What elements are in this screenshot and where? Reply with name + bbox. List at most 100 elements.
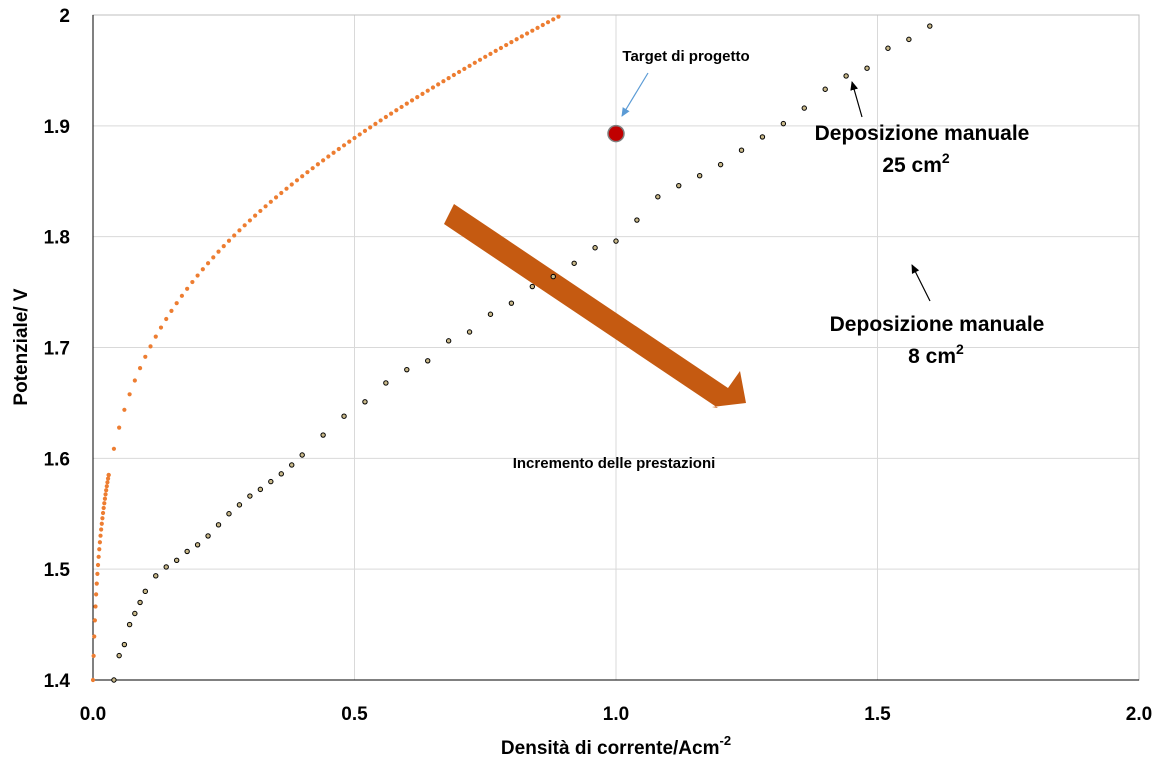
data-point-8cm2 (99, 521, 104, 526)
data-point-8cm2 (253, 213, 258, 218)
data-point-8cm2 (399, 104, 404, 110)
data-point-8cm2 (105, 480, 110, 485)
data-point-25cm2 (613, 238, 619, 244)
series-25-label-line1: Deposizione manuale (815, 122, 1030, 145)
data-point-8cm2 (331, 150, 336, 155)
data-point-8cm2 (174, 301, 179, 306)
data-point-25cm2 (822, 86, 828, 92)
data-point-8cm2 (289, 182, 294, 187)
target-label: Target di progetto (622, 48, 749, 65)
data-point-25cm2 (121, 641, 128, 648)
data-point-8cm2 (451, 72, 456, 78)
data-point-8cm2 (137, 366, 143, 371)
data-point-8cm2 (93, 604, 98, 609)
y-axis-title: Potenziale/ V (11, 288, 32, 406)
data-point-8cm2 (101, 505, 106, 511)
data-point-25cm2 (717, 161, 724, 168)
data-point-25cm2 (676, 182, 682, 189)
data-point-8cm2 (268, 199, 273, 204)
data-point-8cm2 (394, 108, 399, 113)
data-point-8cm2 (383, 114, 388, 120)
data-point-25cm2 (550, 273, 556, 280)
series-8-area-superscript: 2 (956, 341, 964, 357)
data-point-8cm2 (294, 178, 300, 183)
series-8-label-line2: 8 cm2 (908, 341, 964, 368)
data-point-25cm2 (137, 599, 143, 606)
data-point-8cm2 (102, 501, 107, 506)
data-point-8cm2 (263, 204, 268, 209)
data-point-8cm2 (436, 82, 441, 87)
data-point-8cm2 (143, 354, 148, 359)
data-point-8cm2 (247, 218, 252, 223)
series-8cm2 (90, 14, 561, 683)
data-point-25cm2 (466, 329, 473, 335)
data-point-25cm2 (173, 557, 180, 563)
data-point-25cm2 (226, 511, 232, 517)
data-point-8cm2 (404, 101, 409, 106)
data-point-8cm2 (273, 195, 279, 200)
data-point-8cm2 (97, 547, 102, 552)
data-point-25cm2 (126, 621, 133, 628)
data-point-8cm2 (99, 527, 104, 532)
data-point-25cm2 (864, 65, 870, 71)
data-point-8cm2 (164, 316, 169, 322)
data-point-8cm2 (341, 143, 347, 148)
data-point-25cm2 (801, 105, 807, 111)
data-point-8cm2 (90, 677, 96, 683)
data-point-8cm2 (357, 132, 362, 137)
y-tick-label: 1.8 (44, 228, 70, 249)
data-point-25cm2 (215, 522, 222, 528)
data-point-8cm2 (104, 488, 109, 493)
data-point-8cm2 (92, 634, 97, 639)
data-point-8cm2 (373, 121, 378, 126)
data-point-8cm2 (430, 85, 436, 90)
series-25-area-superscript: 2 (942, 150, 950, 166)
x-tick-label: 0.5 (341, 704, 368, 725)
data-point-8cm2 (514, 37, 519, 42)
data-point-8cm2 (509, 40, 514, 45)
y-tick-label: 1.5 (44, 560, 71, 581)
data-point-8cm2 (242, 223, 247, 228)
data-point-25cm2 (257, 486, 264, 493)
data-point-8cm2 (258, 208, 263, 214)
data-point-8cm2 (425, 88, 430, 93)
data-point-8cm2 (226, 238, 232, 243)
data-point-8cm2 (102, 496, 108, 501)
data-point-8cm2 (326, 154, 331, 159)
data-point-8cm2 (95, 571, 100, 576)
y-tick-label: 1.6 (44, 449, 70, 470)
data-point-25cm2 (759, 134, 766, 140)
data-point-25cm2 (278, 471, 284, 477)
data-point-8cm2 (347, 139, 352, 144)
data-point-8cm2 (94, 592, 99, 597)
data-point-25cm2 (906, 36, 912, 43)
target-callout-arrow (621, 72, 649, 117)
data-point-8cm2 (467, 63, 472, 68)
series-8-label-line1: Deposizione manuale (830, 313, 1045, 336)
data-point-8cm2 (103, 492, 108, 497)
data-point-8cm2 (158, 325, 164, 330)
x-tick-label: 1.0 (603, 704, 629, 725)
data-point-25cm2 (634, 217, 640, 223)
data-point-25cm2 (383, 380, 389, 386)
data-point-8cm2 (232, 233, 237, 238)
series-25cm2 (111, 23, 933, 683)
target-point (607, 124, 625, 143)
data-point-25cm2 (843, 73, 849, 79)
data-point-8cm2 (315, 162, 320, 167)
data-point-8cm2 (519, 34, 524, 39)
data-point-25cm2 (142, 588, 149, 595)
data-point-25cm2 (132, 610, 138, 617)
data-point-8cm2 (498, 45, 504, 51)
data-point-25cm2 (885, 45, 891, 51)
data-point-8cm2 (420, 91, 425, 96)
data-point-25cm2 (529, 283, 536, 290)
data-point-8cm2 (284, 186, 289, 191)
data-point-8cm2 (446, 75, 451, 81)
data-point-8cm2 (200, 267, 205, 272)
data-point-8cm2 (409, 98, 415, 103)
data-point-25cm2 (299, 452, 305, 458)
data-point-8cm2 (530, 28, 535, 33)
data-point-25cm2 (655, 194, 661, 200)
